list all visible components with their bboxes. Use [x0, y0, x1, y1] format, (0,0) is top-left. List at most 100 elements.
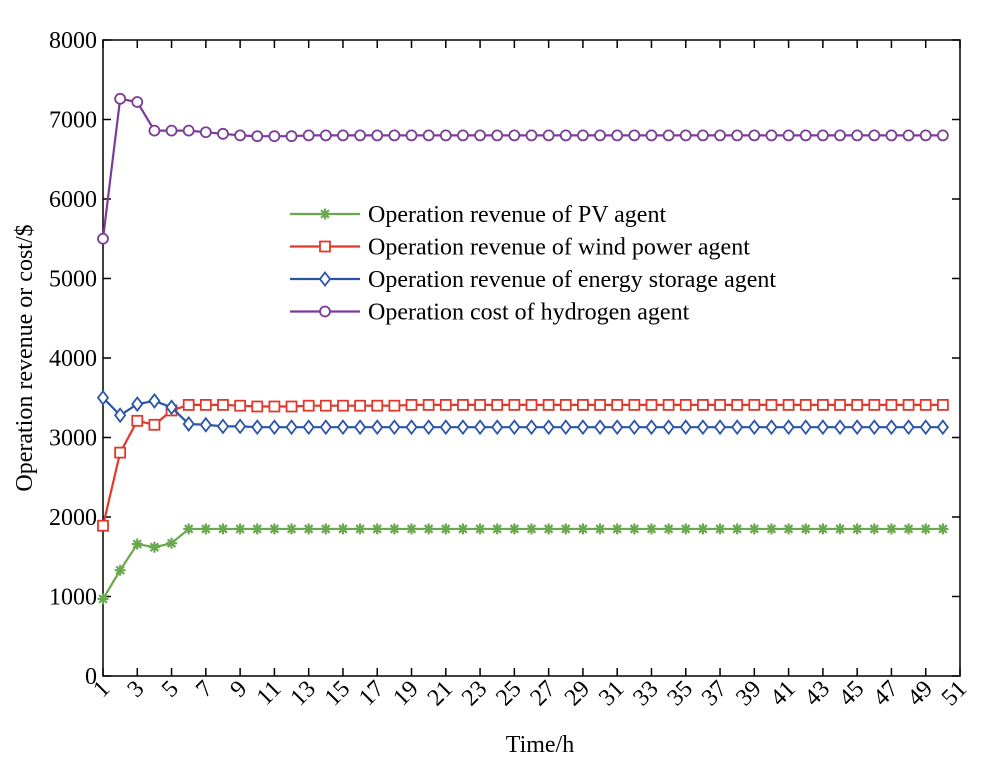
data-point — [868, 523, 880, 535]
data-point — [782, 129, 795, 142]
data-point — [405, 399, 418, 411]
legend-entry: Operation revenue of wind power agent — [290, 235, 750, 261]
data-point — [422, 399, 435, 411]
data-point — [183, 523, 195, 535]
data-point — [303, 523, 315, 535]
x-tick-label: 31 — [594, 676, 629, 711]
data-point — [216, 418, 230, 435]
data-point — [439, 419, 452, 436]
data-point — [318, 271, 332, 287]
data-point — [320, 523, 332, 535]
x-tick-label: 15 — [320, 676, 355, 711]
data-point — [851, 129, 864, 142]
data-point — [799, 399, 812, 411]
legend-entry: Operation revenue of PV agent — [290, 202, 666, 228]
data-point — [577, 129, 589, 142]
data-point — [217, 399, 229, 411]
data-point — [286, 523, 298, 535]
x-tick-label: 33 — [628, 676, 663, 711]
data-point — [302, 399, 315, 412]
data-point — [731, 129, 744, 142]
data-point — [491, 129, 504, 142]
data-point — [371, 523, 383, 535]
data-point — [268, 130, 281, 143]
data-point — [319, 240, 331, 253]
data-point — [371, 129, 384, 142]
data-point — [439, 129, 452, 142]
x-tick-label: 7 — [191, 676, 218, 703]
data-point — [833, 419, 847, 436]
data-point — [697, 399, 709, 411]
data-point — [166, 537, 178, 549]
data-point — [114, 407, 127, 424]
data-point — [423, 523, 435, 535]
x-tick-label: 29 — [560, 676, 595, 711]
data-point — [354, 523, 366, 535]
data-point — [199, 416, 212, 433]
data-point — [200, 523, 212, 535]
data-point — [474, 523, 486, 535]
data-point — [251, 523, 263, 535]
data-point — [268, 400, 281, 413]
x-tick-label: 1 — [88, 676, 115, 703]
legend-label: Operation cost of hydrogen agent — [368, 300, 690, 326]
series-line — [102, 396, 943, 429]
data-point — [165, 124, 178, 137]
data-point — [817, 523, 829, 535]
data-point — [233, 418, 247, 435]
data-point — [491, 399, 504, 411]
data-point — [577, 523, 589, 535]
data-point — [199, 126, 212, 139]
data-point — [594, 523, 606, 535]
legend: Operation revenue of PV agent Operation r… — [290, 202, 776, 326]
data-point — [251, 400, 264, 413]
data-point — [319, 129, 332, 142]
x-tick-label: 41 — [765, 676, 800, 711]
data-point — [405, 129, 418, 142]
legend-label: Operation revenue of wind power agent — [368, 235, 750, 261]
data-point — [885, 129, 898, 142]
data-point — [697, 129, 709, 142]
data-point — [97, 593, 109, 605]
data-point — [337, 523, 349, 535]
x-tick-label: 9 — [225, 676, 252, 703]
data-point — [439, 399, 452, 411]
data-point — [645, 523, 657, 535]
data-point — [114, 564, 126, 576]
data-point — [679, 399, 692, 411]
data-point — [148, 392, 161, 409]
data-point — [182, 416, 195, 432]
y-axis-title: Operation revenue or cost/$ — [12, 224, 38, 491]
data-point — [474, 129, 486, 142]
data-point — [337, 129, 349, 142]
data-point — [748, 523, 760, 535]
data-point — [217, 127, 229, 140]
data-point — [628, 419, 641, 436]
data-point — [388, 523, 400, 535]
data-point — [114, 92, 127, 105]
data-point — [319, 305, 331, 318]
data-point — [353, 419, 367, 436]
data-point — [593, 419, 607, 436]
x-axis-title: Time/h — [506, 732, 574, 758]
data-point — [234, 523, 246, 535]
data-point — [559, 399, 572, 411]
data-point — [456, 419, 470, 436]
x-tick-label: 13 — [286, 676, 321, 711]
data-point — [525, 129, 538, 142]
data-point — [422, 419, 435, 436]
data-point — [731, 419, 744, 436]
data-point — [542, 399, 555, 411]
data-point — [885, 523, 897, 535]
y-tick-label: 6000 — [49, 187, 97, 213]
data-point — [148, 418, 161, 431]
series-2 — [97, 399, 949, 532]
data-point — [611, 129, 624, 142]
data-point — [851, 523, 863, 535]
y-tick-label: 4000 — [49, 346, 97, 372]
data-point — [936, 399, 949, 411]
data-point — [816, 129, 829, 142]
data-point — [611, 523, 623, 535]
x-tick-label: 21 — [423, 676, 458, 711]
